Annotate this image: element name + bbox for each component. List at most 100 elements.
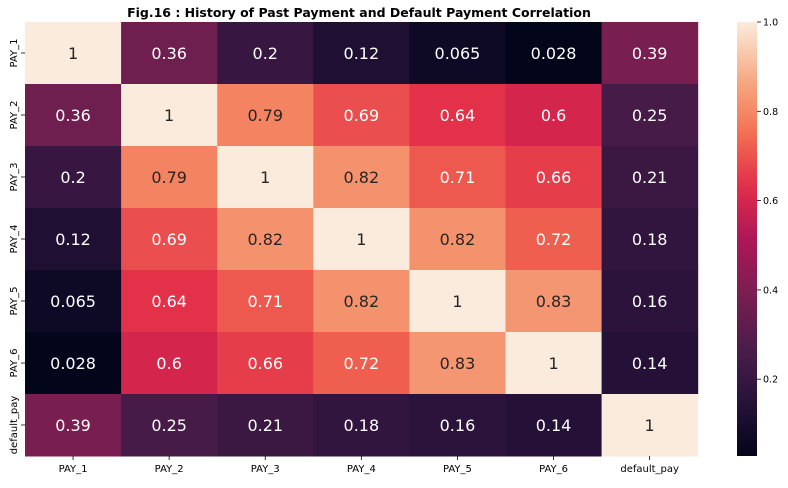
heatmap-cell [601,332,699,395]
heatmap-cell [601,84,699,147]
cell-annotation: 0.2 [60,168,85,187]
heatmap-cell [217,208,314,271]
cell-annotation: 0.6 [541,106,566,125]
heatmap-cell [25,270,122,333]
colorbar-tick-label: 0.8 [763,107,778,118]
heatmap-cell [25,208,122,271]
x-tick-label: PAY_1 [59,464,88,475]
colorbar-tick-label: 0.6 [763,196,778,207]
heatmap-cell [409,332,506,395]
x-axis-ticks: PAY_1 PAY_2 PAY_3 PAY_4 PAY_5 PAY_6 default_pa… [59,456,679,475]
cell-annotation: 0.82 [247,230,283,249]
cell-annotation: 0.64 [440,106,476,125]
y-tick-label: default_pay [9,396,20,455]
cell-annotation: 0.21 [247,416,283,435]
heatmap-cell [25,146,122,209]
heatmap-cell [217,270,314,333]
cell-annotation: 0.66 [536,168,572,187]
y-tick-label: PAY_2 [9,101,20,130]
heatmap-cell [313,270,410,333]
cell-annotation: 0.028 [531,44,577,63]
y-tick-label: PAY_1 [9,39,20,68]
heatmap-cell [25,84,122,147]
heatmap-cell [505,84,603,147]
heatmap-cell [313,22,410,85]
cell-annotation: 0.36 [55,106,91,125]
heatmap-cell [121,146,218,209]
cell-annotation: 1 [260,168,270,187]
heatmap-cell [601,22,699,85]
cell-annotation: 1 [645,416,655,435]
y-axis-ticks: PAY_1 PAY_2 PAY_3 PAY_4 PAY_5 PAY_6 default_pa… [9,39,25,455]
cell-annotation: 0.69 [344,106,380,125]
cell-annotation: 0.83 [440,354,476,373]
cell-annotation: 0.25 [632,106,668,125]
heatmap-cell [313,208,410,271]
cell-annotation: 0.72 [344,354,380,373]
colorbar-gradient [737,22,757,456]
cell-annotation: 0.71 [247,292,283,311]
x-tick-label: default_pay [620,464,679,475]
colorbar-tick-label: 0.4 [763,285,778,296]
cell-annotation: 1 [164,106,174,125]
cell-annotation: 0.12 [344,44,380,63]
cell-annotation: 0.18 [632,230,668,249]
colorbar-tick-label: 0.2 [763,375,778,386]
y-tick-label: PAY_6 [9,349,20,378]
heatmap-cell [505,332,603,395]
y-tick-label: PAY_4 [9,225,20,254]
chart-title: Fig.16 : History of Past Payment and Def… [127,5,591,20]
heatmap-cell [121,270,218,333]
heatmap-cell [217,84,314,147]
cell-annotation: 0.21 [632,168,668,187]
heatmap-cell [601,394,699,457]
cell-annotation: 0.16 [440,416,476,435]
cell-annotation: 1 [68,44,78,63]
x-tick-label: PAY_2 [155,464,184,475]
heatmap-cell [25,332,122,395]
heatmap-cell [409,270,506,333]
cell-annotation: 0.82 [344,168,380,187]
heatmap-cell [313,146,410,209]
cell-annotation: 0.83 [536,292,572,311]
heatmap-cell [217,394,314,457]
cell-annotation: 0.39 [632,44,668,63]
cell-annotation: 0.2 [253,44,278,63]
cell-annotation: 0.18 [344,416,380,435]
heatmap-cell [505,394,603,457]
cell-annotation: 1 [548,354,558,373]
cell-annotation: 0.82 [440,230,476,249]
cell-annotation: 0.14 [632,354,668,373]
cell-annotation: 0.71 [440,168,476,187]
heatmap-cell [505,22,603,85]
heatmap-cell [409,208,506,271]
heatmap-cell [121,22,218,85]
cell-annotation: 0.028 [50,354,96,373]
cell-annotation: 1 [452,292,462,311]
colorbar: 0.2 0.4 0.6 0.8 1.0 [737,18,778,456]
heatmap-cells: 1 0.36 0.2 0.12 0.065 0.028 0.39 0.36 1 0.79 0.69 0… [25,22,699,457]
heatmap-cell [409,146,506,209]
heatmap-cell [601,208,699,271]
heatmap-cell [313,332,410,395]
heatmap-cell [601,146,699,209]
heatmap-cell [217,22,314,85]
cell-annotation: 0.14 [536,416,572,435]
y-tick-label: PAY_5 [9,287,20,316]
cell-annotation: 0.16 [632,292,668,311]
heatmap-cell [121,332,218,395]
cell-annotation: 0.065 [50,292,96,311]
cell-annotation: 0.36 [151,44,187,63]
heatmap-cell [505,208,603,271]
heatmap-cell [409,22,506,85]
cell-annotation: 0.6 [156,354,181,373]
cell-annotation: 0.39 [55,416,91,435]
cell-annotation: 0.79 [247,106,283,125]
y-tick-label: PAY_3 [9,163,20,192]
cell-annotation: 0.66 [247,354,283,373]
x-tick-label: PAY_6 [539,464,568,475]
heatmap-cell [121,208,218,271]
cell-annotation: 0.12 [55,230,91,249]
colorbar-tick-label: 1.0 [763,18,778,29]
